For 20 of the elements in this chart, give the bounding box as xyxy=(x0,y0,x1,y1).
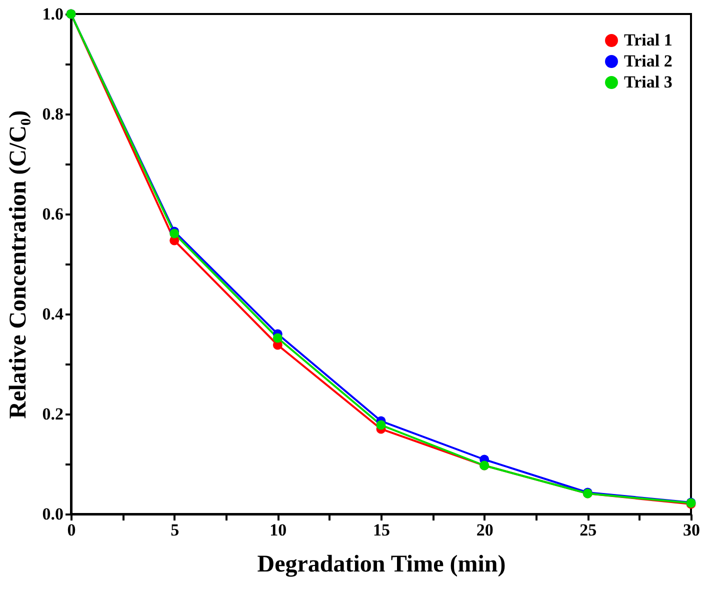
y-tick-label: 0.6 xyxy=(42,204,64,224)
y-tick-label: 0.2 xyxy=(42,404,64,424)
legend-label: Trial 1 xyxy=(624,30,672,50)
legend-label: Trial 2 xyxy=(624,52,672,70)
y-tick-label: 0.0 xyxy=(42,504,64,524)
y-tick-label: 1.0 xyxy=(42,4,64,24)
y-tick-label: 0.8 xyxy=(42,104,64,124)
x-tick-label: 30 xyxy=(683,520,700,540)
y-tick-label: 0.4 xyxy=(42,304,64,324)
point xyxy=(376,420,386,430)
x-tick-label: 0 xyxy=(67,520,76,540)
x-tick-label: 25 xyxy=(580,520,597,540)
y-axis-title: Relative Concentration (C/C₀) xyxy=(5,110,32,419)
legend-label: Trial 3 xyxy=(624,72,672,92)
x-tick-label: 5 xyxy=(170,520,180,540)
x-tick-label: 15 xyxy=(373,520,390,540)
x-axis-title: Degradation Time (min) xyxy=(257,552,506,578)
x-tick-label: 20 xyxy=(476,520,494,540)
x-tick-label: 10 xyxy=(270,520,287,540)
point xyxy=(272,333,282,343)
